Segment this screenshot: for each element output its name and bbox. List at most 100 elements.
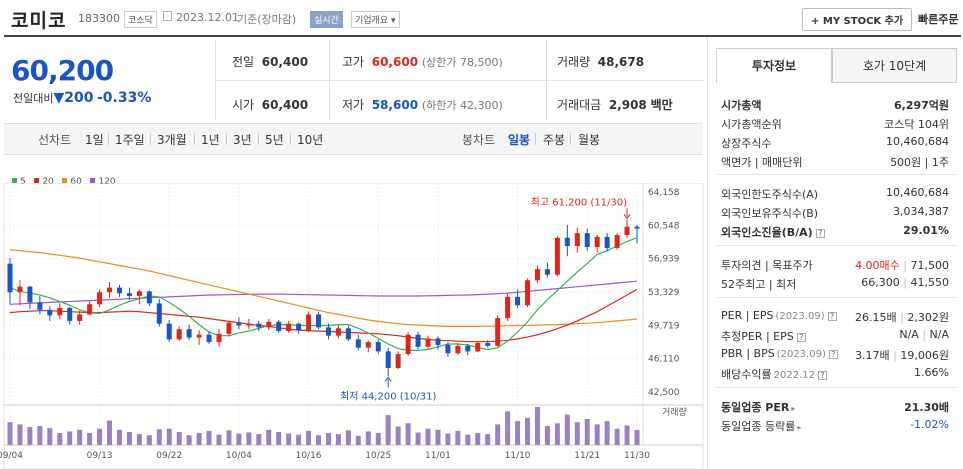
candle-body xyxy=(534,269,540,281)
volume-bar xyxy=(226,430,232,445)
chevron-right-icon[interactable]: ▸ xyxy=(797,423,802,432)
x-tick-label: 10/04 xyxy=(226,451,252,461)
per-eps-value: 26.15배 | 2,302원 xyxy=(855,309,949,325)
volume-bar xyxy=(505,411,511,445)
company-info-dropdown[interactable]: 기업개요 ▾ xyxy=(351,11,400,28)
tab-1year[interactable]: 1년 xyxy=(201,133,220,147)
ma20-label: 20 xyxy=(42,177,54,187)
candle-body xyxy=(276,321,282,332)
market-cap-rank-value: 코스닥 104위 xyxy=(884,118,949,131)
candle-body xyxy=(445,344,451,354)
candle-body xyxy=(226,322,232,334)
divider xyxy=(215,40,216,120)
market-badge: 코스닥 xyxy=(124,11,157,28)
stock-code: 183300 xyxy=(78,12,120,25)
x-tick-label: 09/13 xyxy=(87,451,113,461)
listed-shares-value: 10,460,684 xyxy=(886,135,949,148)
volume-bar xyxy=(77,429,83,445)
volume-bar xyxy=(385,415,391,445)
tab-investment-info[interactable]: 투자정보 xyxy=(716,48,832,83)
prev-close-label: 전일 xyxy=(232,55,255,69)
min-price-label: 최저 44,200 (10/31) xyxy=(340,390,436,402)
candle-body xyxy=(27,286,33,303)
pbr-bps-period: (2023.09) xyxy=(776,349,826,360)
candle-body xyxy=(206,334,212,343)
candle-body xyxy=(87,304,93,315)
volume-label: 거래량 xyxy=(557,55,591,69)
y-tick-label: 53,329 xyxy=(648,288,680,298)
tab-candle-chart[interactable]: 봉차트 xyxy=(462,133,496,147)
investment-opinion-a: 4.00매수 xyxy=(855,259,900,272)
divider xyxy=(290,133,291,145)
realtime-badge[interactable]: 실시간 xyxy=(310,11,343,28)
divider: | xyxy=(899,276,911,289)
tab-daily[interactable]: 일봉 xyxy=(508,133,531,147)
open-price: 시가 60,400 xyxy=(232,96,308,113)
lower-limit: (하한가 42,300) xyxy=(421,99,503,112)
volume-bar xyxy=(27,427,33,445)
candle-body xyxy=(266,321,272,328)
volume-bar xyxy=(335,434,341,445)
change-pct: -0.33% xyxy=(97,90,152,106)
y-tick-label: 56,939 xyxy=(648,255,680,265)
tab-orderbook[interactable]: 호가 10단계 xyxy=(832,48,957,83)
candle-body xyxy=(415,334,421,347)
volume-bar xyxy=(276,431,282,445)
foreign-limit-value: 10,460,684 xyxy=(886,186,949,199)
candle-body xyxy=(126,293,132,296)
tab-3month[interactable]: 3개월 xyxy=(157,133,187,147)
y-tick-label: 60,548 xyxy=(648,221,680,231)
help-icon[interactable]: ? xyxy=(828,350,838,359)
candle-body xyxy=(306,314,312,331)
divider xyxy=(194,133,195,145)
tab-10year[interactable]: 10년 xyxy=(297,133,324,147)
prev-close-value: 60,400 xyxy=(261,55,309,69)
help-icon[interactable]: ? xyxy=(815,229,825,238)
down-arrow-icon xyxy=(623,214,631,220)
candle-body xyxy=(186,329,192,338)
candle-body xyxy=(365,342,371,348)
candle-body xyxy=(107,287,113,293)
tab-weekly[interactable]: 주봉 xyxy=(543,133,566,147)
help-icon[interactable]: ? xyxy=(796,333,806,342)
week52-range-row: 52주최고 | 최저 66,300 | 41,550 xyxy=(721,276,949,292)
x-tick-label: 11/30 xyxy=(624,451,650,461)
tab-line-chart[interactable]: 선차트 xyxy=(38,133,72,147)
candle-body xyxy=(594,236,600,248)
chart-frame xyxy=(3,183,704,469)
candle-body xyxy=(405,334,411,355)
volume-bar xyxy=(87,433,93,445)
trade-value-value: 2,908 xyxy=(608,98,647,112)
divider xyxy=(258,133,259,145)
prev-close: 전일 60,400 xyxy=(232,53,308,70)
industry-change-label: 동일업종 등락률 xyxy=(721,420,796,433)
chevron-right-icon[interactable]: ▸ xyxy=(791,404,796,413)
tab-1week[interactable]: 1주일 xyxy=(115,133,145,147)
candle-body xyxy=(286,323,292,332)
tab-1day[interactable]: 1일 xyxy=(85,133,104,147)
volume-bar xyxy=(425,428,431,445)
add-my-stock-button[interactable]: + MY STOCK 추가 xyxy=(802,8,913,31)
candle-body xyxy=(17,286,23,293)
week52-range-value: 66,300 | 41,550 xyxy=(861,276,949,289)
candle-body xyxy=(395,354,401,368)
ma5-line xyxy=(9,237,638,351)
price-chart[interactable]: 64,158 60,548 56,939 53,329 49,719 46,110 42,5… xyxy=(0,183,705,469)
help-icon[interactable]: ? xyxy=(827,312,837,321)
stock-header: 코미코 183300 코스닥 2023.12.01 기준(장마감) 실시간 기업… xyxy=(0,0,963,36)
candle-body xyxy=(634,226,640,229)
open-label: 시가 xyxy=(232,98,255,112)
help-icon[interactable]: ? xyxy=(817,371,827,380)
divider xyxy=(716,245,957,246)
investment-opinion-b: 71,500 xyxy=(910,259,950,272)
volume-bar xyxy=(146,435,152,445)
candle-body xyxy=(465,345,471,352)
quick-order-link[interactable]: 빠른주문 xyxy=(918,13,959,26)
candle-body xyxy=(525,280,531,306)
tab-3year[interactable]: 3년 xyxy=(233,133,252,147)
candle-body xyxy=(345,328,351,340)
candle-body xyxy=(146,291,152,304)
volume-label: 거래량 xyxy=(662,406,687,418)
tab-monthly[interactable]: 월봉 xyxy=(578,133,601,147)
tab-5year[interactable]: 5년 xyxy=(265,133,284,147)
